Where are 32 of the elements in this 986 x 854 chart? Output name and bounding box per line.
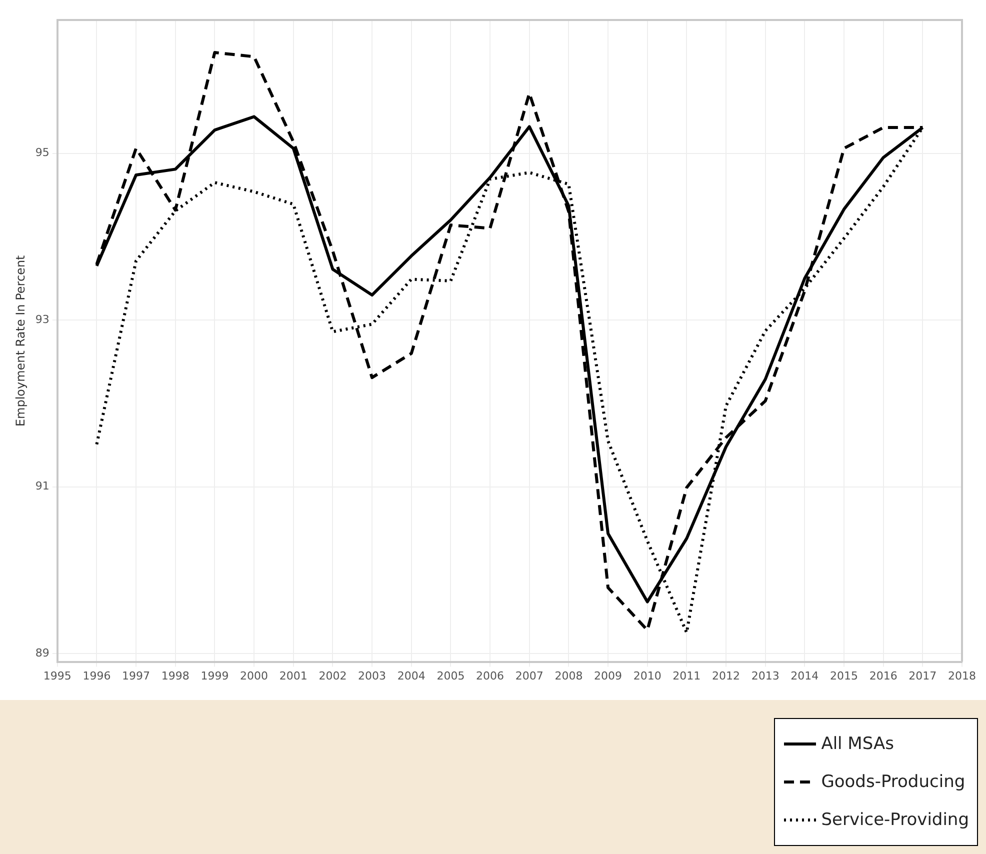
x-tick-label: 2012: [712, 669, 740, 682]
x-tick-label: 2008: [554, 669, 583, 682]
x-tick-label: 2000: [240, 669, 268, 682]
x-tick-label: 1999: [200, 669, 229, 682]
y-tick-label: 95: [35, 146, 50, 160]
x-tick-label: 1997: [122, 669, 150, 682]
x-tick-label: 2003: [358, 669, 386, 682]
x-tick-label: 2015: [830, 669, 858, 682]
x-tick-label: 2002: [318, 669, 347, 682]
x-tick-label: 2011: [672, 669, 701, 682]
legend-label: Goods-Producing: [821, 772, 966, 792]
x-tick-label: 2004: [397, 669, 426, 682]
legend-label: All MSAs: [821, 734, 894, 754]
x-tick-label: 2006: [476, 669, 504, 682]
y-tick-label: 93: [35, 312, 50, 326]
x-tick-label: 2013: [751, 669, 780, 682]
x-tick-label: 2010: [633, 669, 662, 682]
x-tick-label: 2007: [515, 669, 544, 682]
x-tick-label: 2005: [436, 669, 465, 682]
y-axis-title: Employment Rate In Percent: [13, 254, 28, 427]
x-tick-label: 1995: [43, 669, 72, 682]
x-tick-label: 2017: [908, 669, 937, 682]
x-tick-label: 2018: [948, 669, 976, 682]
x-tick-label: 2016: [869, 669, 898, 682]
x-tick-label: 1996: [82, 669, 111, 682]
y-tick-label: 91: [35, 480, 50, 493]
x-tick-label: 2001: [279, 669, 308, 682]
x-tick-label: 1998: [161, 669, 190, 682]
x-tick-label: 2014: [790, 669, 819, 682]
y-tick-label: 89: [35, 646, 50, 660]
legend-label: Service-Providing: [821, 810, 969, 830]
x-tick-label: 2009: [594, 669, 622, 682]
